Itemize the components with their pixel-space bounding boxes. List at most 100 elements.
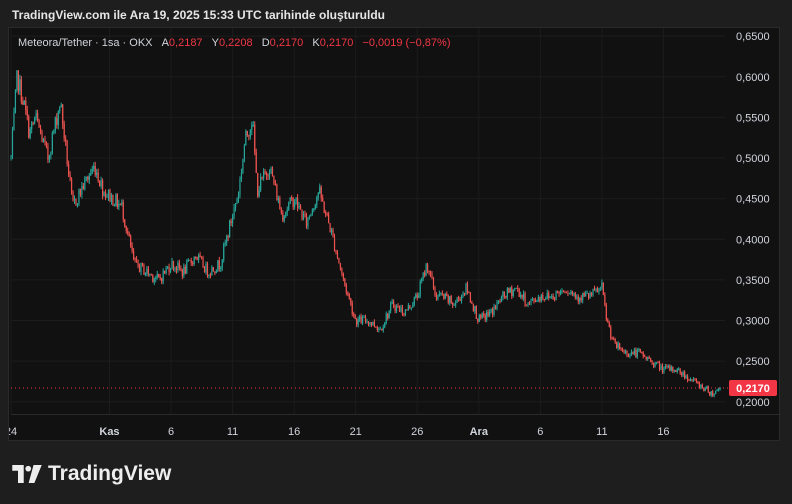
candle-body — [41, 132, 43, 143]
candle-body — [68, 164, 70, 175]
y-tick-label: 0,2000 — [736, 397, 770, 409]
candle-body — [172, 261, 175, 269]
candle-body — [10, 156, 12, 159]
candle-body — [116, 194, 118, 208]
candle-body — [209, 274, 212, 276]
candle-body — [462, 293, 464, 296]
candle-body — [133, 251, 135, 260]
candle-body — [144, 272, 147, 275]
candle-body — [366, 321, 368, 323]
candle-body — [251, 124, 253, 130]
candle-body — [155, 277, 157, 280]
candle-body — [596, 289, 599, 293]
candle-body — [215, 270, 217, 274]
x-tick-label: 11 — [596, 426, 607, 438]
candle-body — [265, 172, 268, 176]
candle-body — [565, 292, 568, 294]
candle-body — [669, 366, 671, 371]
candle-body — [330, 229, 333, 233]
candle-body — [118, 203, 120, 208]
candle-body — [113, 205, 116, 207]
candle-body — [56, 117, 58, 125]
candle-body — [311, 210, 313, 215]
candle-body — [128, 233, 130, 237]
candle-body — [475, 306, 477, 319]
candle-body — [426, 264, 429, 271]
candle-body — [713, 394, 715, 396]
candle-body — [344, 278, 346, 285]
y-tick-label: 0,3500 — [736, 275, 770, 287]
candle-body — [638, 349, 640, 350]
candle-body — [189, 259, 191, 261]
candle-body — [667, 366, 669, 367]
candle-body — [263, 171, 265, 179]
candle-body — [35, 112, 37, 119]
candle-body — [385, 314, 387, 323]
candle-body — [254, 124, 256, 153]
tradingview-brand[interactable]: TradingView — [12, 462, 171, 486]
candle-body — [291, 197, 293, 199]
candle-body — [325, 212, 327, 214]
candle-body — [97, 172, 99, 182]
candle-body — [177, 262, 179, 271]
candle-body — [496, 301, 498, 309]
candle-body — [341, 268, 343, 274]
candle-body — [146, 268, 148, 273]
candle-body — [252, 124, 254, 126]
x-tick-label: 11 — [227, 426, 238, 438]
candle-body — [571, 291, 573, 294]
chart-panel[interactable]: 0,6500 0,6000 0,5500 0,5000 0,4500 0,4000 0,35… — [8, 27, 780, 441]
candle-body — [494, 306, 497, 309]
x-tick-label: 26 — [411, 426, 423, 438]
candle-body — [480, 315, 482, 318]
candle-body — [613, 339, 615, 340]
tradingview-logo-icon — [12, 465, 42, 483]
candle-body — [415, 294, 417, 298]
candle-body — [549, 296, 551, 298]
candle-body — [50, 152, 52, 156]
candle-body — [546, 292, 548, 299]
candle-body — [626, 350, 628, 356]
candle-body — [561, 290, 563, 292]
candle-body — [65, 138, 67, 141]
candle-body — [73, 199, 76, 201]
candle-body — [11, 130, 14, 157]
candle-body — [629, 354, 631, 358]
candle-body — [481, 313, 483, 318]
candle-body — [313, 208, 315, 211]
candle-body — [397, 305, 399, 307]
candle-body — [345, 284, 347, 293]
candle-body — [122, 202, 124, 220]
candle-body — [339, 263, 342, 269]
candle-body — [636, 349, 638, 358]
candle-body — [469, 292, 472, 303]
candle-body — [302, 213, 305, 220]
candle-body — [491, 308, 494, 315]
candle-body — [657, 362, 659, 363]
candle-body — [110, 194, 113, 202]
candle-body — [147, 268, 149, 275]
candle-body — [134, 259, 136, 260]
candle-body — [280, 209, 282, 214]
candle-body — [645, 356, 647, 360]
candle-body — [605, 304, 607, 320]
candle-body — [551, 295, 553, 297]
candle-body — [150, 273, 152, 275]
candle-body — [286, 209, 288, 213]
candle-body — [536, 301, 538, 302]
candle-body — [555, 291, 557, 300]
candle-body — [88, 175, 90, 180]
candle-body — [217, 260, 219, 271]
candle-body — [650, 358, 652, 363]
candle-body — [307, 217, 309, 227]
x-tick-label: Ara — [470, 426, 489, 438]
candle-body — [84, 177, 86, 190]
candlestick-chart[interactable]: 0,6500 0,6000 0,5500 0,5000 0,4500 0,4000 0,35… — [9, 28, 780, 441]
y-tick-label: 0,6500 — [736, 31, 770, 43]
candle-body — [715, 390, 717, 395]
candle-body — [130, 236, 132, 246]
candle-body — [257, 172, 259, 197]
candle-body — [248, 135, 250, 137]
candle-body — [493, 306, 495, 315]
candle-body — [267, 175, 269, 177]
